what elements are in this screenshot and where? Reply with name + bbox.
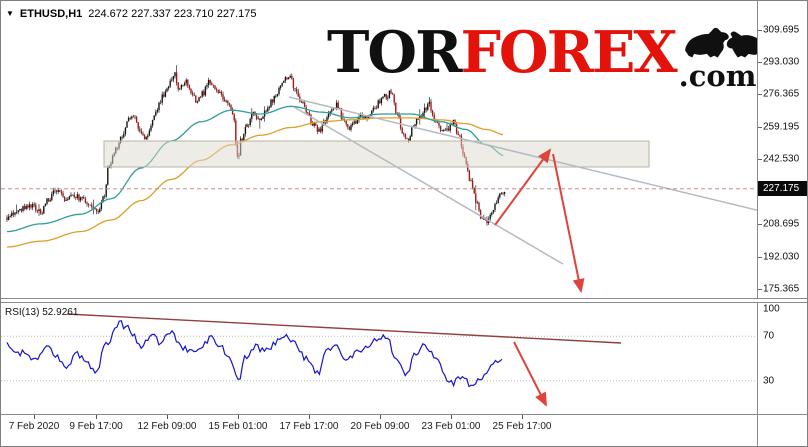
- rsi-trendline: [66, 313, 622, 344]
- time-axis-label: 12 Feb 09:00: [137, 421, 197, 432]
- price-axis-label: 276.365: [763, 88, 800, 100]
- price-axis-label: 242.530: [763, 153, 800, 165]
- time-axis-tick: [34, 415, 35, 419]
- forecast-arrow: [494, 148, 552, 226]
- logo-text-tor: TOR: [327, 19, 462, 86]
- ohlc-values: 224.672 227.337 223.710 227.175: [88, 8, 257, 20]
- time-axis-label: 15 Feb 01:00: [208, 421, 268, 432]
- time-axis-tick: [451, 415, 452, 419]
- logo-right-block: .com: [679, 23, 757, 91]
- rsi-panel: RSI(13) 52.9261: [1, 303, 757, 414]
- time-axis-tick: [96, 415, 97, 419]
- time-axis-tick: [167, 415, 168, 419]
- time-axis-tick: [522, 415, 523, 419]
- time-axis-label: 17 Feb 17:00: [279, 421, 339, 432]
- price-axis-label: 175.365: [763, 283, 800, 295]
- panel-splitter[interactable]: [1, 298, 807, 303]
- time-axis-label: 23 Feb 01:00: [421, 421, 481, 432]
- rsi-axis-label: 30: [763, 375, 775, 387]
- torforex-logo: TOR FOREX .com: [327, 23, 757, 91]
- time-axis-separator: [1, 414, 807, 415]
- logo-text-com: .com: [678, 59, 757, 93]
- price-axis-label: 293.030: [763, 56, 800, 68]
- price-axis-label: 259.195: [763, 121, 800, 133]
- ma-slow-line: [6, 117, 504, 248]
- dropdown-triangle-icon[interactable]: ▼: [6, 9, 14, 18]
- price-axis: 227.175 309.695 293.030 276.365 259.195 242.…: [757, 1, 807, 446]
- main-chart-panel: TOR FOREX .com ▼ ETHUSD,H1 224.672 227.33…: [1, 1, 757, 298]
- time-axis-label: 9 Feb 17:00: [69, 421, 123, 432]
- price-axis-tick: [758, 94, 762, 95]
- time-axis-tick: [309, 415, 310, 419]
- current-price-badge: 227.175: [758, 180, 807, 196]
- symbol-period-label: ETHUSD,H1: [19, 8, 83, 20]
- trendline: [293, 106, 564, 265]
- price-axis-tick: [758, 159, 762, 161]
- time-axis-label: 20 Feb 09:00: [350, 421, 410, 432]
- symbol-header: ▼ ETHUSD,H1 224.672 227.337 223.710 227.…: [6, 8, 256, 20]
- rsi-axis-label: 70: [763, 330, 775, 342]
- price-chart-canvas[interactable]: [1, 1, 757, 298]
- time-axis-tick: [238, 415, 239, 419]
- time-axis-tick: [380, 415, 381, 419]
- price-axis-label: 192.030: [763, 251, 800, 263]
- price-axis-tick: [758, 288, 762, 290]
- rsi-canvas[interactable]: [1, 303, 757, 414]
- price-axis-tick: [758, 61, 762, 63]
- rsi-axis-label: 100: [763, 303, 780, 315]
- forecast-arrow: [513, 341, 547, 407]
- forecast-arrow: [552, 153, 585, 293]
- ma-fast-line: [6, 105, 504, 233]
- time-axis-label: 25 Feb 17:00: [492, 421, 552, 432]
- logo-text-forex: FOREX: [460, 19, 677, 86]
- price-axis-tick: [758, 29, 762, 31]
- price-axis-label: 309.695: [763, 24, 800, 36]
- price-axis-tick: [758, 127, 762, 129]
- trendline: [288, 96, 757, 211]
- time-axis: 7 Feb 2020 9 Feb 17:00 12 Feb 09:00 15 Feb …: [1, 415, 757, 446]
- rsi-line: [6, 320, 503, 388]
- bull-bear-icon: [684, 27, 757, 58]
- price-axis-tick: [758, 256, 762, 258]
- price-axis-tick: [758, 224, 762, 226]
- resistance-zone: [103, 140, 650, 168]
- time-axis-label: 7 Feb 2020: [8, 421, 60, 432]
- indicator-label: RSI(13) 52.9261: [5, 307, 79, 318]
- price-axis-label: 208.695: [763, 218, 800, 230]
